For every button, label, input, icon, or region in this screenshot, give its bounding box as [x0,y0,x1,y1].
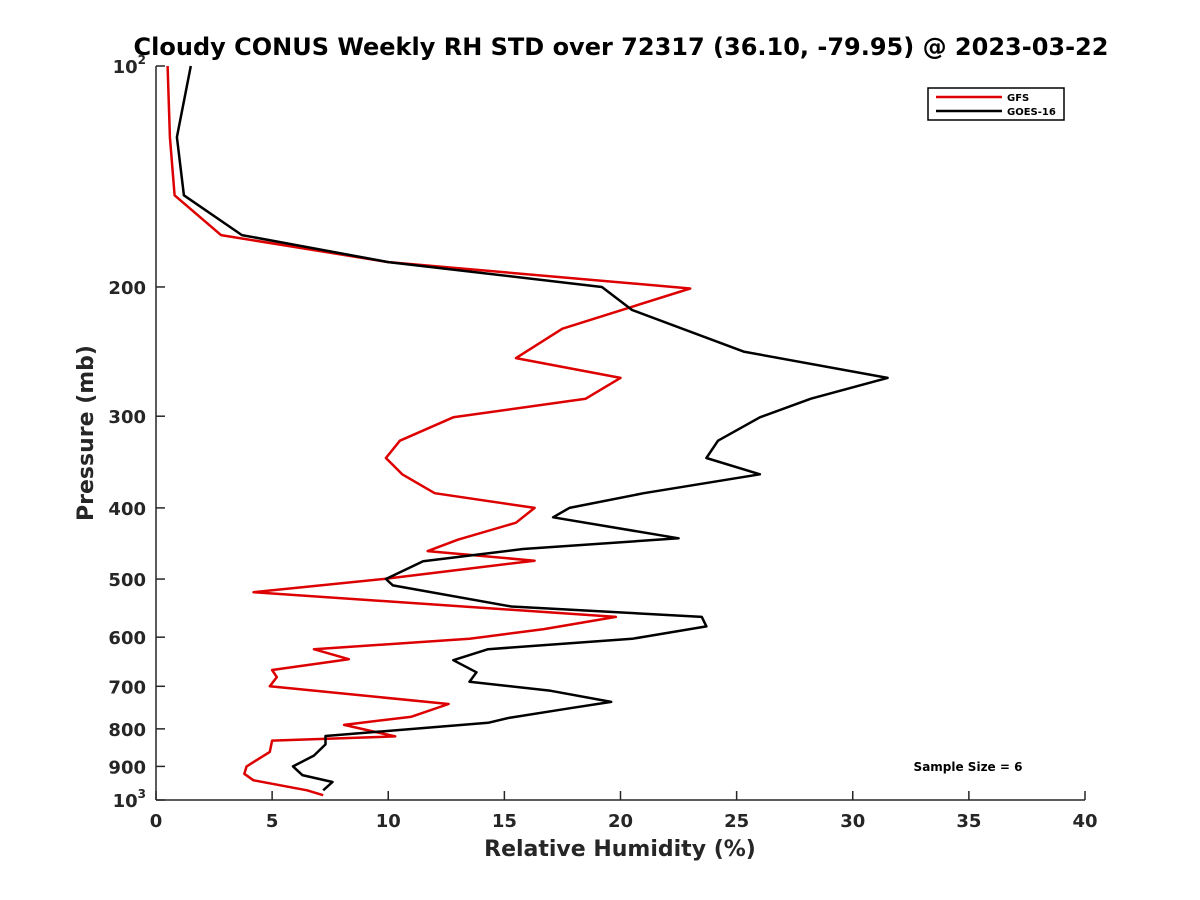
y-tick-label: 300 [108,407,146,428]
chart-title: Cloudy CONUS Weekly RH STD over 72317 (3… [134,33,1109,61]
x-tick-label: 5 [266,811,279,832]
legend-box [927,87,1065,121]
series-line-goes16 [175,65,889,792]
x-tick-label: 35 [956,811,981,832]
x-tick-label: 25 [724,811,749,832]
sample-size-annotation: Sample Size = 6 [914,760,1023,774]
x-tick-label: 20 [608,811,633,832]
x-tick-label: 15 [492,811,517,832]
x-tick-label: 30 [840,811,865,832]
legend-label-gfs: GFS [1007,93,1029,104]
x-tick-label: 40 [1072,811,1097,832]
y-tick-label: 800 [108,720,146,741]
y-tick-label: 200 [108,278,146,299]
x-axis-label: Relative Humidity (%) [484,837,756,862]
series-line-gfs [166,65,692,797]
x-tick-label: 10 [376,811,401,832]
y-tick-label: 900 [108,757,146,778]
axes-group: 0 5 10 15 20 25 30 35 40 102 200 300 400 500 600 700 800… [108,53,1097,832]
y-tick-label: 103 [113,787,146,812]
legend: GFS GOES-16 [927,87,1065,121]
y-tick-label: 600 [108,628,146,649]
plot-lines-group [166,65,889,797]
y-tick-label: 102 [113,53,146,78]
y-tick-label: 700 [108,677,146,698]
y-tick-label: 400 [108,499,146,520]
legend-label-goes16: GOES-16 [1007,107,1056,118]
y-axis-label: Pressure (mb) [74,345,99,521]
x-tick-label: 0 [150,811,163,832]
y-tick-label: 500 [108,570,146,591]
